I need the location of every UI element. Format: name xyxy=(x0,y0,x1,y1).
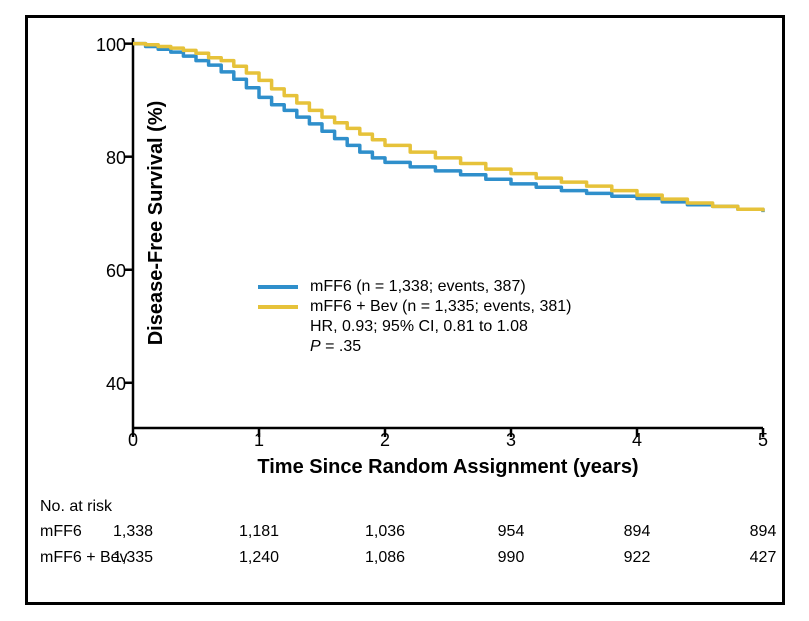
risk-cell: 894 xyxy=(723,523,803,541)
risk-cell: 1,240 xyxy=(219,549,299,567)
risk-cell: 1,335 xyxy=(93,549,173,567)
legend-swatch-mff6bev xyxy=(258,305,298,309)
x-tick-label: 2 xyxy=(355,430,415,451)
x-tick-label: 0 xyxy=(103,430,163,451)
legend-hr-text: HR, 0.93; 95% CI, 0.81 to 1.08 xyxy=(310,318,528,336)
legend-text-mff6: mFF6 (n = 1,338; events, 387) xyxy=(310,278,526,296)
legend-p-line: P = .35 xyxy=(258,338,571,356)
risk-cell: 1,086 xyxy=(345,549,425,567)
y-tick-label: 100 xyxy=(76,35,126,56)
x-tick-label: 3 xyxy=(481,430,541,451)
x-tick-label: 4 xyxy=(607,430,667,451)
legend-p-italic: P xyxy=(310,338,321,355)
survival-plot xyxy=(28,18,783,448)
risk-cell: 1,036 xyxy=(345,523,425,541)
legend-swatch-mff6 xyxy=(258,285,298,289)
risk-cell: 954 xyxy=(471,523,551,541)
x-axis-label: Time Since Random Assignment (years) xyxy=(133,456,763,479)
legend-item-mff6bev: mFF6 + Bev (n = 1,335; events, 381) xyxy=(258,298,571,316)
y-tick-label: 80 xyxy=(76,148,126,169)
risk-cell: 922 xyxy=(597,549,677,567)
legend-p-text: P = .35 xyxy=(310,338,361,356)
risk-cell: 427 xyxy=(723,549,803,567)
y-tick-label: 40 xyxy=(76,374,126,395)
risk-cell: 1,181 xyxy=(219,523,299,541)
legend-text-mff6bev: mFF6 + Bev (n = 1,335; events, 381) xyxy=(310,298,571,316)
risk-table-header: No. at risk xyxy=(40,498,112,516)
risk-cell: 1,338 xyxy=(93,523,173,541)
y-tick-label: 60 xyxy=(76,261,126,282)
legend-hr-line: HR, 0.93; 95% CI, 0.81 to 1.08 xyxy=(258,318,571,336)
risk-cell: 990 xyxy=(471,549,551,567)
legend-p-value: = .35 xyxy=(321,338,361,355)
figure-container: Disease-Free Survival (%) Time Since Ran… xyxy=(0,0,809,621)
x-tick-label: 5 xyxy=(733,430,793,451)
legend-item-mff6: mFF6 (n = 1,338; events, 387) xyxy=(258,278,571,296)
legend: mFF6 (n = 1,338; events, 387) mFF6 + Bev… xyxy=(258,278,571,358)
risk-cell: 894 xyxy=(597,523,677,541)
x-tick-label: 1 xyxy=(229,430,289,451)
figure-frame: Disease-Free Survival (%) Time Since Ran… xyxy=(25,15,785,605)
